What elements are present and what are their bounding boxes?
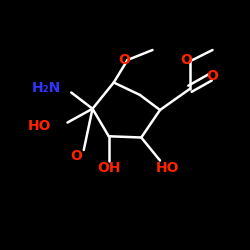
Text: O: O: [206, 69, 218, 83]
Text: HO: HO: [28, 118, 51, 132]
Text: OH: OH: [97, 160, 120, 174]
Text: H₂N: H₂N: [32, 81, 61, 95]
Text: HO: HO: [156, 160, 179, 174]
Text: O: O: [180, 53, 192, 67]
Text: O: O: [118, 53, 130, 67]
Text: O: O: [70, 149, 82, 163]
